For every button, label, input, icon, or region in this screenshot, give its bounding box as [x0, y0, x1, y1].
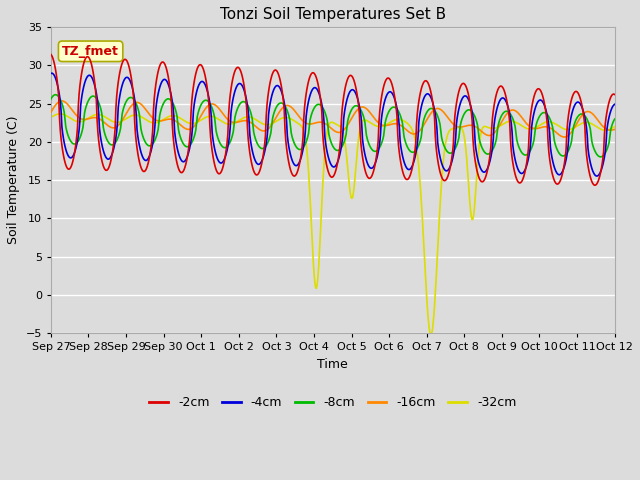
- -8cm: [325, 132, 333, 137]
- Line: -32cm: -32cm: [51, 114, 614, 335]
- -32cm: [436, 203, 444, 209]
- Text: TZ_fmet: TZ_fmet: [62, 45, 119, 58]
- -2cm: [171, 147, 179, 153]
- Line: -4cm: -4cm: [51, 73, 614, 176]
- -2cm: [379, 87, 387, 93]
- Legend: -2cm, -4cm, -8cm, -16cm, -32cm: -2cm, -4cm, -8cm, -16cm, -32cm: [144, 391, 522, 414]
- -16cm: [611, 127, 618, 132]
- -2cm: [591, 182, 599, 188]
- -32cm: [380, 123, 387, 129]
- -4cm: [611, 101, 618, 107]
- -8cm: [596, 154, 604, 160]
- -32cm: [561, 126, 568, 132]
- -8cm: [172, 107, 179, 112]
- -8cm: [435, 118, 443, 124]
- -8cm: [52, 92, 60, 97]
- -8cm: [560, 153, 568, 159]
- -2cm: [559, 168, 567, 174]
- -32cm: [325, 122, 333, 128]
- -16cm: [196, 115, 204, 121]
- Title: Tonzi Soil Temperatures Set B: Tonzi Soil Temperatures Set B: [220, 7, 446, 22]
- -4cm: [325, 156, 333, 162]
- -32cm: [47, 115, 55, 120]
- -8cm: [380, 133, 387, 139]
- Line: -2cm: -2cm: [51, 54, 614, 185]
- -16cm: [58, 98, 66, 104]
- -4cm: [196, 81, 204, 86]
- -32cm: [427, 332, 435, 338]
- -32cm: [172, 113, 179, 119]
- -2cm: [195, 62, 203, 68]
- Line: -8cm: -8cm: [51, 95, 614, 157]
- -16cm: [435, 106, 443, 112]
- -32cm: [196, 118, 204, 124]
- -16cm: [325, 123, 333, 129]
- -16cm: [561, 134, 568, 140]
- -4cm: [560, 166, 568, 171]
- -2cm: [47, 51, 55, 57]
- -4cm: [48, 70, 56, 76]
- -4cm: [380, 102, 387, 108]
- -32cm: [56, 111, 64, 117]
- -8cm: [47, 96, 55, 102]
- X-axis label: Time: Time: [317, 358, 348, 371]
- -4cm: [47, 71, 55, 76]
- Line: -16cm: -16cm: [51, 101, 614, 137]
- -2cm: [324, 168, 332, 174]
- -16cm: [560, 134, 568, 140]
- -2cm: [611, 92, 618, 97]
- -16cm: [47, 109, 55, 115]
- -8cm: [196, 105, 204, 111]
- -4cm: [435, 150, 443, 156]
- -16cm: [380, 122, 387, 128]
- -2cm: [435, 162, 442, 168]
- -4cm: [172, 135, 179, 141]
- -16cm: [172, 118, 179, 124]
- -8cm: [611, 116, 618, 122]
- -32cm: [611, 124, 618, 130]
- -4cm: [593, 173, 600, 179]
- Y-axis label: Soil Temperature (C): Soil Temperature (C): [7, 116, 20, 244]
